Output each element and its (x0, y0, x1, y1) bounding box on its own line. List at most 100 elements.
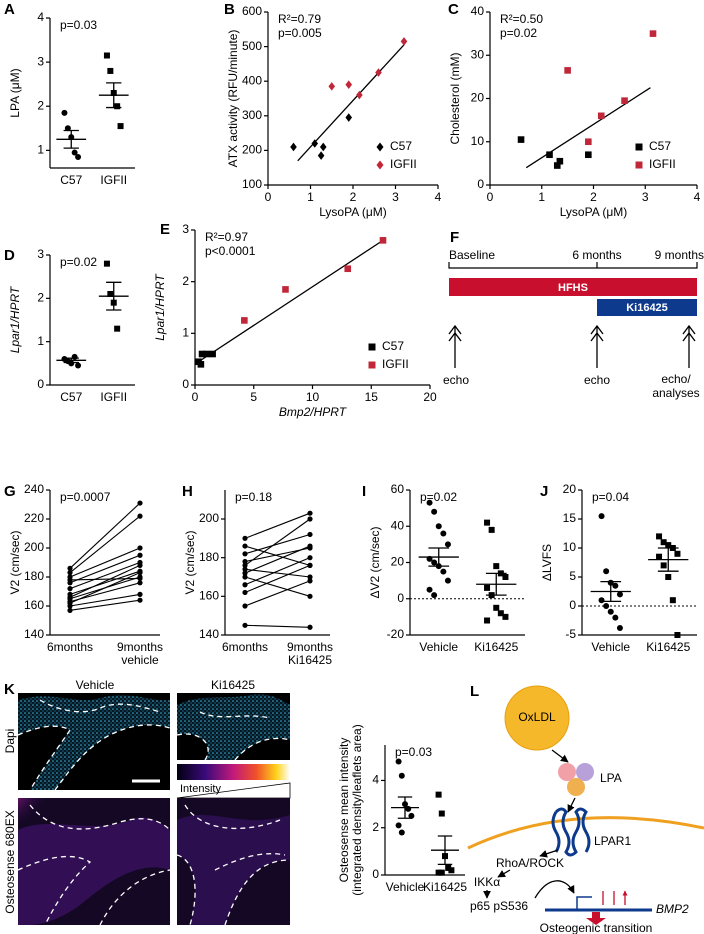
y-tick-label: 15 (563, 511, 577, 525)
point (603, 603, 610, 609)
event-label: echo (443, 373, 469, 387)
annotation: R²=0.79 (278, 12, 321, 26)
panel-letter: A (4, 1, 15, 18)
pair-line (69, 564, 141, 598)
y-tick-label: 0 (569, 598, 576, 612)
bar-label: HFHS (558, 282, 588, 294)
point (103, 260, 110, 267)
point (607, 608, 614, 615)
point (493, 563, 500, 570)
annotation: p=0.005 (278, 26, 322, 40)
point (674, 550, 681, 557)
annotation: p=0.02 (500, 26, 537, 40)
pair-line (69, 561, 141, 590)
point (597, 112, 605, 120)
annotation: p=0.02 (420, 490, 457, 504)
y-tick-label: 20 (563, 482, 577, 496)
promoter (576, 896, 592, 910)
point (431, 592, 438, 599)
point (107, 67, 114, 74)
pair-line (244, 568, 311, 578)
point (665, 542, 672, 549)
point (502, 574, 509, 580)
y-tick-label: 10 (563, 540, 577, 554)
panel-letter: B (224, 1, 235, 18)
error-bar (600, 580, 622, 603)
point (107, 291, 114, 297)
scale-label: Intensity (180, 783, 221, 795)
annotation: p=0.02 (60, 255, 97, 269)
legend-marker (635, 161, 643, 169)
x-tick-label: 15 (365, 390, 379, 404)
x-axis-label: LysoPA (μM) (560, 205, 628, 219)
node-label: Osteogenic transition (540, 921, 653, 934)
point (497, 610, 504, 617)
y-tick-label: 40 (391, 518, 405, 532)
arrow (534, 880, 575, 899)
y-tick-label: 140 (199, 627, 219, 641)
point (435, 869, 442, 876)
column-label: Vehicle (76, 678, 115, 692)
lpa-molecule (576, 763, 594, 781)
point (612, 582, 619, 589)
point (405, 805, 412, 812)
oxldl-particle (504, 685, 570, 751)
point (345, 113, 353, 122)
point (656, 553, 663, 560)
point (426, 586, 433, 593)
point (426, 499, 433, 506)
error-bar (63, 357, 79, 364)
y-tick-label: 180 (199, 550, 219, 564)
point (553, 162, 561, 169)
point (71, 149, 78, 156)
point (242, 574, 248, 580)
legend-marker (368, 361, 376, 369)
point (556, 157, 564, 165)
point (665, 574, 672, 580)
y-tick-label: 180 (24, 569, 44, 583)
point (307, 624, 313, 630)
y-axis-label: ΔLVFS (540, 544, 554, 581)
point (307, 574, 313, 580)
y-tick-label: 300 (242, 108, 262, 122)
x-tick-label: 6months (222, 640, 268, 654)
panel-letter: D (4, 247, 15, 264)
error-bar (63, 129, 79, 149)
point (290, 142, 297, 152)
y-tick-label: 20 (471, 91, 485, 105)
osteosense-ki16425 (177, 798, 290, 925)
x-tick-label: 4 (435, 190, 442, 204)
error-bar (397, 796, 413, 819)
y-tick-label: 2 (37, 98, 44, 112)
point (328, 82, 336, 91)
y-tick-label: 200 (199, 511, 219, 525)
timeline-axis (448, 262, 698, 269)
point (616, 625, 623, 632)
node-label: LPAR1 (594, 834, 631, 848)
point (67, 570, 73, 576)
y-tick-label: 40 (471, 4, 485, 18)
point (241, 317, 248, 324)
point (242, 582, 248, 588)
annotation: R²=0.97 (205, 230, 248, 244)
x-tick-label: 0 (487, 190, 494, 204)
point (488, 526, 495, 533)
x-tick-label: 9months (117, 640, 163, 654)
arrow (551, 749, 569, 763)
point (546, 151, 553, 159)
node-label: BMP2 (656, 902, 689, 916)
point (242, 558, 248, 565)
point (137, 500, 143, 506)
point (75, 153, 82, 160)
y-tick-label: 3 (37, 54, 44, 68)
y-tick-label: 1 (37, 334, 44, 348)
point (203, 350, 211, 358)
echo-arrow (682, 324, 696, 368)
point (307, 555, 313, 561)
point (660, 562, 667, 569)
node-label: OxLDL (518, 710, 556, 724)
point (444, 577, 451, 584)
node-label: p65 pS536 (470, 899, 528, 913)
point (649, 30, 657, 37)
point (242, 551, 248, 557)
